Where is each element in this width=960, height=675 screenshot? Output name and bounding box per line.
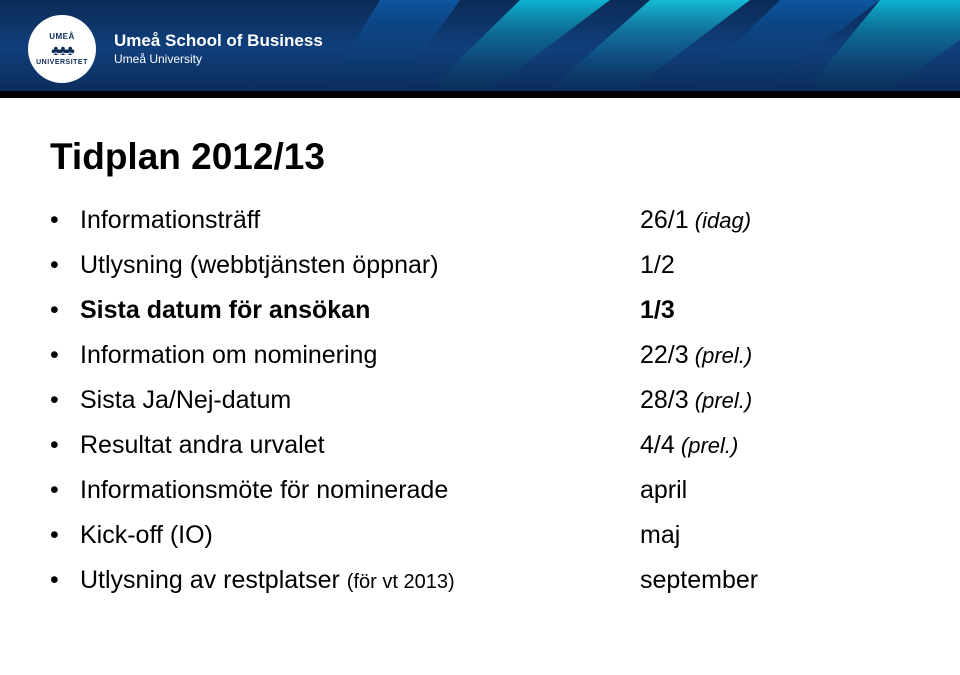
schedule-row: •Resultat andra urvalet4/4 (prel.) <box>50 431 910 460</box>
schedule-row: •Kick-off (IO)maj <box>50 521 910 550</box>
bullet-icon: • <box>50 478 80 503</box>
bullet-icon: • <box>50 343 80 368</box>
schedule-row: •Utlysning (webbtjänsten öppnar)1/2 <box>50 251 910 280</box>
schedule-row: •Informationsmöte för nomineradeapril <box>50 476 910 505</box>
bullet-icon: • <box>50 253 80 278</box>
schedule-row: •Sista datum för ansökan1/3 <box>50 296 910 325</box>
schedule-value: april <box>640 476 910 505</box>
bullet-icon: • <box>50 298 80 323</box>
bullet-icon: • <box>50 388 80 413</box>
crest-top-text: UMEÅ <box>49 33 75 41</box>
aurora-graphic <box>320 0 960 98</box>
schedule-label: Resultat andra urvalet <box>80 431 640 460</box>
schedule-row: •Information om nominering22/3 (prel.) <box>50 341 910 370</box>
school-name: Umeå School of Business Umeå University <box>114 32 323 67</box>
schedule-value: maj <box>640 521 910 550</box>
schedule-value: september <box>640 566 910 595</box>
schedule-value: 1/3 <box>640 296 910 325</box>
slide-title: Tidplan 2012/13 <box>50 136 910 178</box>
schedule-label: Sista datum för ansökan <box>80 296 640 325</box>
schedule-label: Information om nominering <box>80 341 640 370</box>
header-banner: UMEÅ ♣♣♣ UNIVERSITET Umeå School of Busi… <box>0 0 960 98</box>
school-line2: Umeå University <box>114 52 323 66</box>
schedule-label: Kick-off (IO) <box>80 521 640 550</box>
university-crest-icon: UMEÅ ♣♣♣ UNIVERSITET <box>28 15 96 83</box>
logo-block: UMEÅ ♣♣♣ UNIVERSITET Umeå School of Busi… <box>0 15 323 83</box>
header-bottom-bar <box>0 91 960 98</box>
slide-content: Tidplan 2012/13 •Informationsträff26/1 (… <box>0 98 960 595</box>
schedule-value: 28/3 (prel.) <box>640 386 910 415</box>
bullet-icon: • <box>50 568 80 593</box>
schedule-row: •Informationsträff26/1 (idag) <box>50 206 910 235</box>
schedule-label: Informationsmöte för nominerade <box>80 476 640 505</box>
crest-bottom-text: UNIVERSITET <box>36 59 88 66</box>
bullet-icon: • <box>50 208 80 233</box>
schedule-row: •Utlysning av restplatser (för vt 2013)s… <box>50 566 910 595</box>
schedule-label: Utlysning (webbtjänsten öppnar) <box>80 251 640 280</box>
schedule-value: 1/2 <box>640 251 910 280</box>
schedule-value: 26/1 (idag) <box>640 206 910 235</box>
schedule-value: 4/4 (prel.) <box>640 431 910 460</box>
crest-icons: ♣♣♣ <box>51 43 73 57</box>
schedule-list: •Informationsträff26/1 (idag)•Utlysning … <box>50 206 910 595</box>
bullet-icon: • <box>50 523 80 548</box>
schedule-label: Sista Ja/Nej-datum <box>80 386 640 415</box>
schedule-row: •Sista Ja/Nej-datum28/3 (prel.) <box>50 386 910 415</box>
schedule-value: 22/3 (prel.) <box>640 341 910 370</box>
schedule-label: Utlysning av restplatser (för vt 2013) <box>80 566 640 595</box>
school-line1: Umeå School of Business <box>114 32 323 51</box>
schedule-label: Informationsträff <box>80 206 640 235</box>
bullet-icon: • <box>50 433 80 458</box>
